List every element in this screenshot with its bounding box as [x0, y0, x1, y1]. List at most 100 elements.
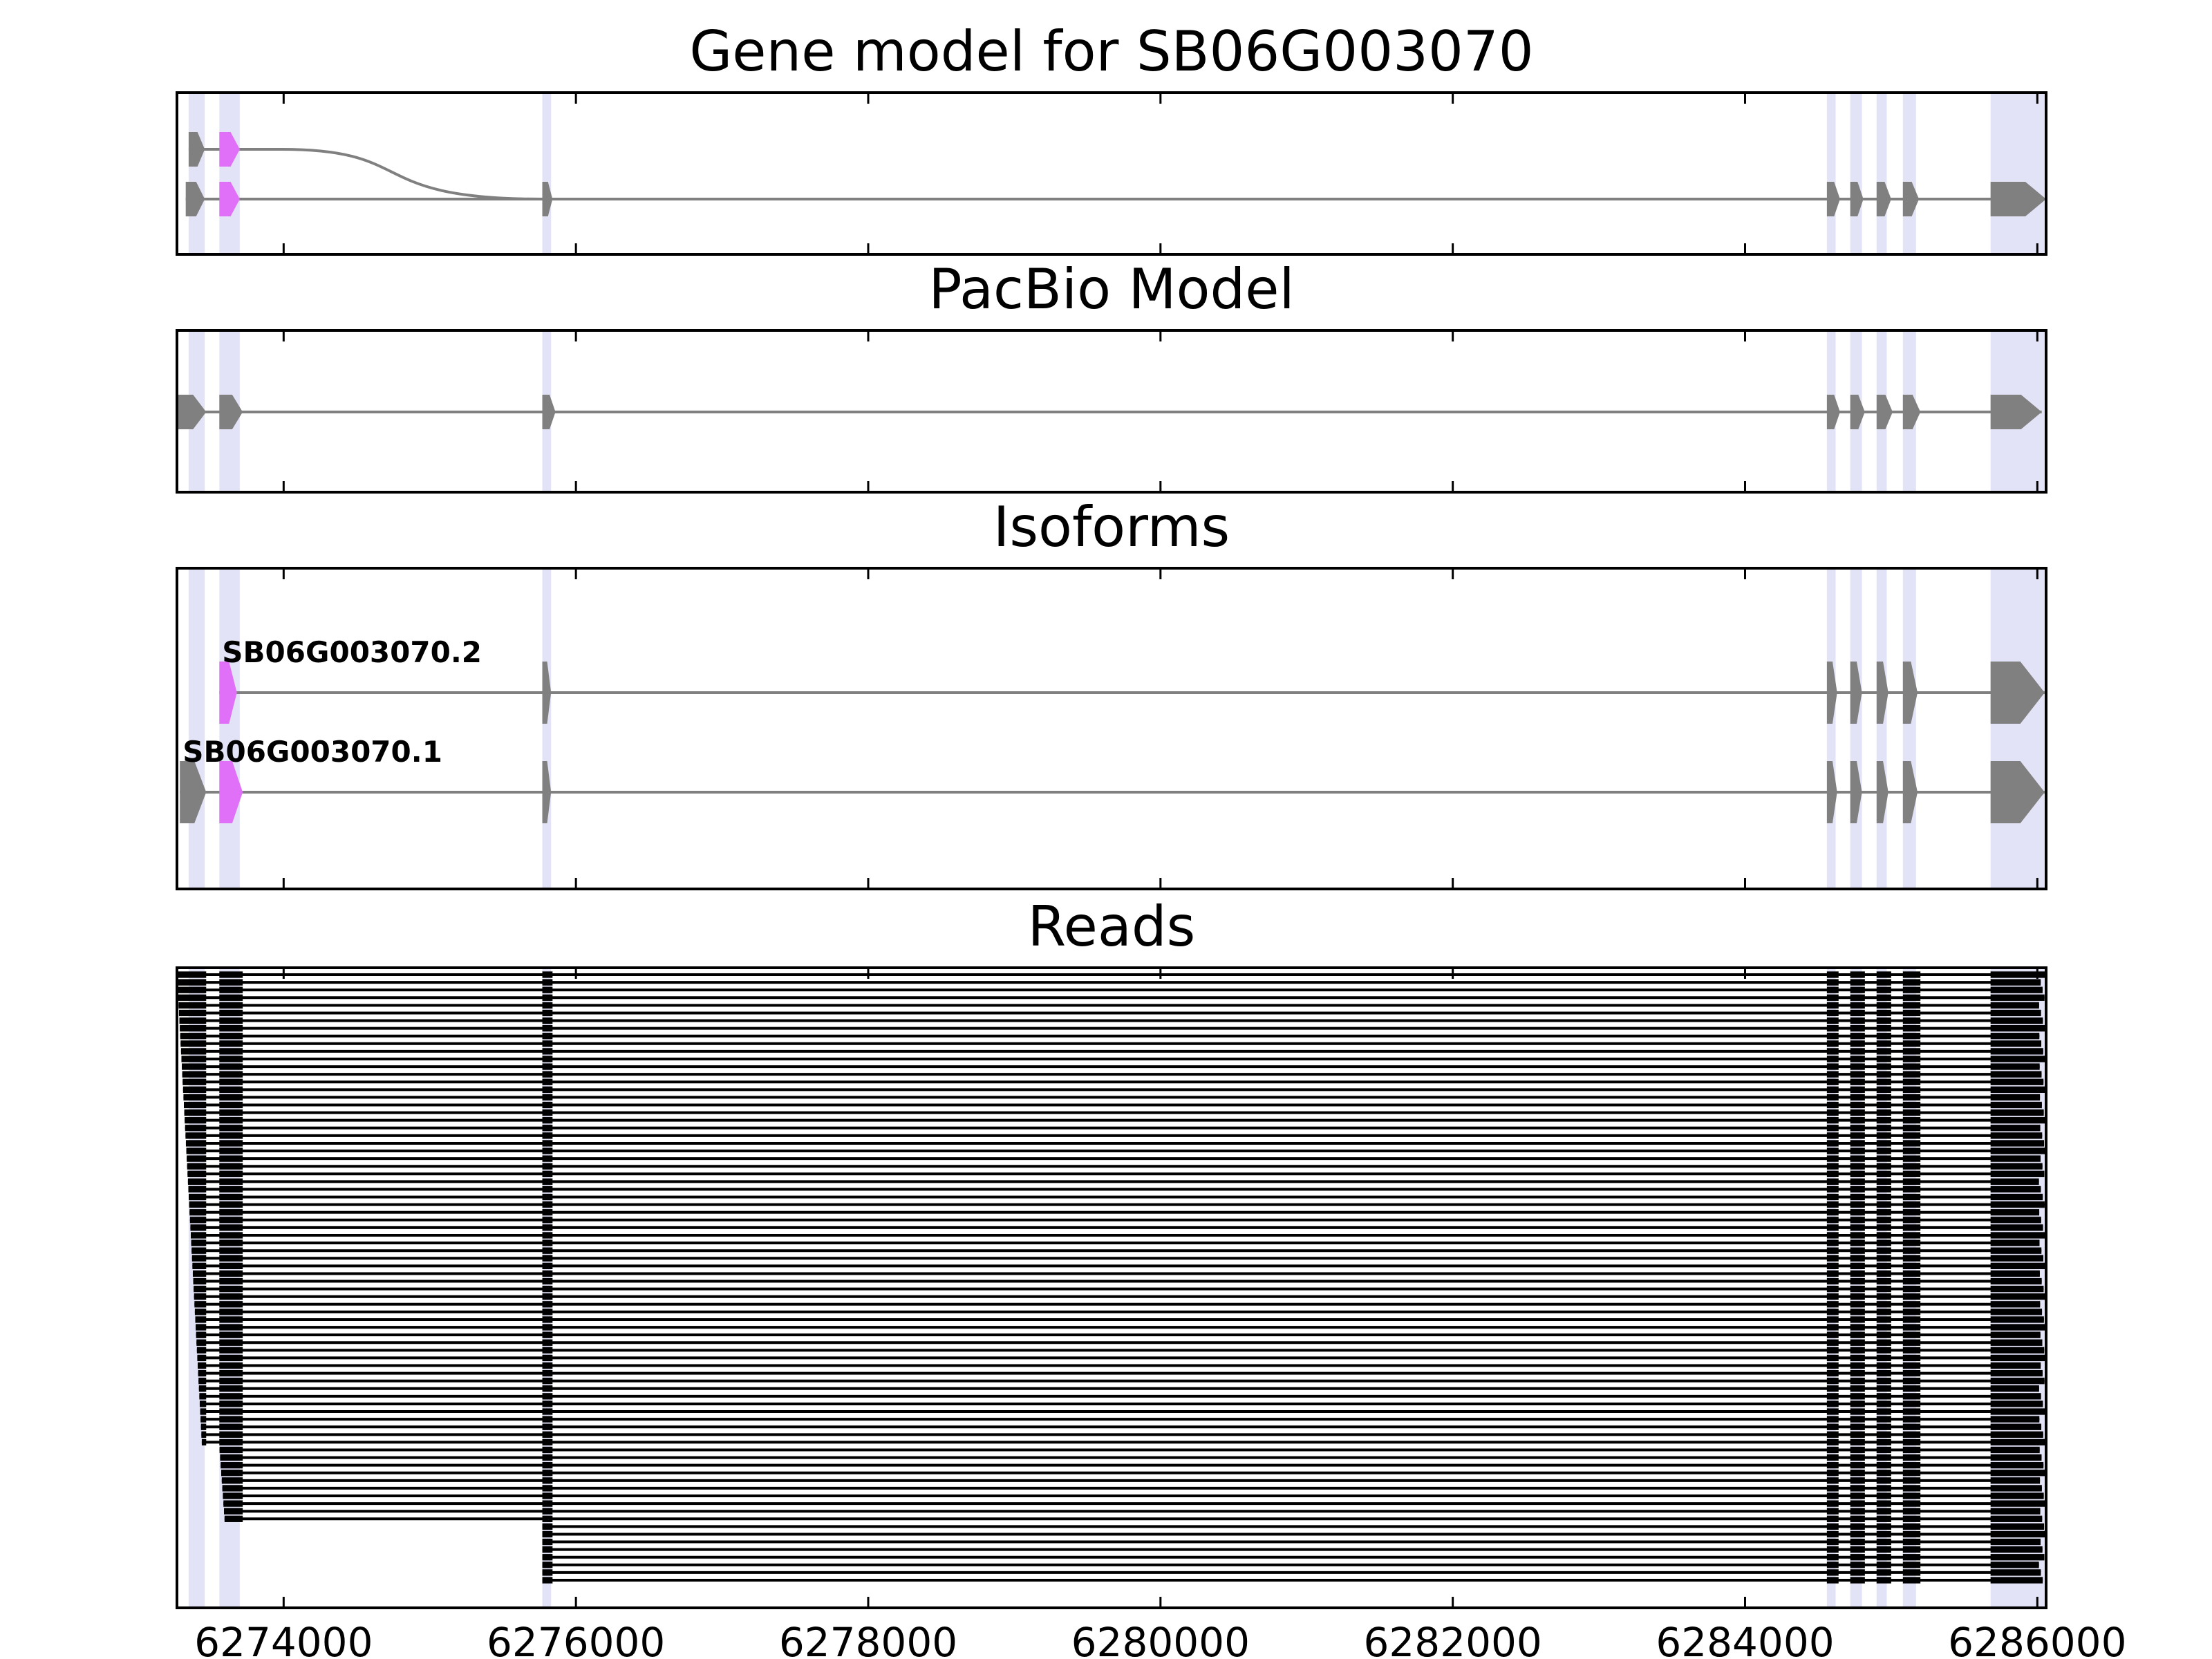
- panel-title: Reads: [1028, 894, 1196, 959]
- read-block: [542, 1492, 553, 1499]
- exon: [542, 182, 553, 216]
- read-block: [1826, 1446, 1839, 1454]
- read-block: [1902, 1562, 1921, 1568]
- read-block: [1990, 1078, 2044, 1085]
- read-block: [1990, 1546, 2043, 1553]
- read-block: [1876, 979, 1891, 986]
- read-block: [219, 979, 243, 986]
- read-block: [1990, 1255, 2043, 1262]
- read-block: [1850, 1554, 1865, 1561]
- read-block: [1990, 1446, 2040, 1454]
- read-block: [1826, 1577, 1839, 1584]
- exon-band: [188, 93, 205, 254]
- read-block: [1850, 1262, 1865, 1270]
- read-block: [1876, 1515, 1891, 1522]
- read-block: [1990, 1178, 2039, 1185]
- read-block: [1850, 1185, 1865, 1193]
- read-block: [1990, 1378, 2045, 1385]
- read-block: [1902, 1201, 1921, 1208]
- read-block: [1990, 1033, 2040, 1040]
- read-block: [1876, 1362, 1891, 1369]
- read-block: [1876, 1508, 1891, 1515]
- read-block: [1902, 1239, 1921, 1246]
- read-block: [542, 1324, 553, 1331]
- read-block: [191, 1232, 207, 1239]
- read-block: [1876, 1262, 1891, 1270]
- read-block: [1876, 1400, 1891, 1407]
- read-block: [219, 1125, 243, 1132]
- exon: [542, 662, 552, 724]
- read-block: [1902, 1477, 1921, 1484]
- exon: [1902, 182, 1920, 216]
- read-block: [194, 1309, 207, 1315]
- read-block: [185, 1125, 207, 1132]
- read-block: [189, 1217, 207, 1224]
- read-block: [1876, 1423, 1891, 1430]
- read-block: [219, 1217, 243, 1224]
- read-block: [1990, 1224, 2043, 1231]
- read-block: [542, 1048, 553, 1055]
- read-block: [1850, 1354, 1865, 1362]
- read-block: [1850, 1277, 1865, 1285]
- exon: [219, 132, 240, 167]
- read-block: [177, 971, 207, 978]
- read-block: [1876, 1438, 1891, 1446]
- read-block: [184, 1109, 207, 1116]
- read-block: [196, 1339, 207, 1346]
- read-block: [1902, 1492, 1921, 1499]
- exon: [1990, 662, 2045, 724]
- read-block: [1826, 1024, 1839, 1032]
- gene-row: [185, 182, 2046, 216]
- read-block: [1990, 1438, 2045, 1446]
- gene-row: [177, 395, 2042, 429]
- read-block: [542, 1063, 553, 1070]
- exon-band: [1826, 568, 1836, 889]
- read-block: [1990, 1324, 2046, 1331]
- read-block: [542, 1078, 553, 1085]
- read-block: [1850, 1002, 1865, 1009]
- read-block: [1826, 1438, 1839, 1446]
- read-block: [1826, 1378, 1839, 1385]
- read-block: [1902, 971, 1921, 978]
- read-block: [1850, 1033, 1865, 1040]
- read-block: [177, 979, 207, 986]
- read-block: [1826, 1546, 1839, 1553]
- read-block: [201, 1438, 207, 1446]
- read-block: [219, 1078, 243, 1085]
- read-block: [1990, 1002, 2039, 1009]
- read-block: [1876, 1147, 1891, 1154]
- read-block: [542, 1378, 553, 1385]
- read-block: [196, 1324, 207, 1331]
- read-block: [219, 1009, 243, 1017]
- read-block: [1850, 971, 1865, 978]
- panel-3: Reads: [176, 894, 2047, 1609]
- read-block: [1876, 1408, 1891, 1415]
- read-block: [1876, 1255, 1891, 1262]
- read-block: [194, 1285, 207, 1293]
- read-block: [1850, 1163, 1865, 1170]
- read-block: [180, 1040, 207, 1047]
- read-block: [1990, 1209, 2040, 1216]
- read-block: [219, 986, 243, 993]
- read-block: [1850, 1048, 1865, 1055]
- exon: [1826, 182, 1840, 216]
- read-block: [1850, 1362, 1865, 1369]
- read-block: [1990, 1400, 2043, 1407]
- read-block: [1850, 1309, 1865, 1315]
- read-block: [542, 1224, 553, 1231]
- read-block: [1826, 1155, 1839, 1162]
- read-block: [1850, 1431, 1865, 1438]
- read-block: [219, 1224, 243, 1231]
- read-block: [1902, 1285, 1921, 1293]
- exon-bands: [188, 568, 2045, 889]
- read-block: [1876, 1217, 1891, 1224]
- read-block: [542, 1485, 553, 1492]
- read-block: [1902, 1393, 1921, 1400]
- read-block: [1990, 1492, 2044, 1499]
- read-block: [1902, 1515, 1921, 1522]
- read-block: [1850, 1094, 1865, 1101]
- read-block: [1902, 1577, 1921, 1584]
- read-block: [1902, 1056, 1921, 1062]
- read-block: [1990, 1140, 2045, 1147]
- read-block: [1826, 1454, 1839, 1461]
